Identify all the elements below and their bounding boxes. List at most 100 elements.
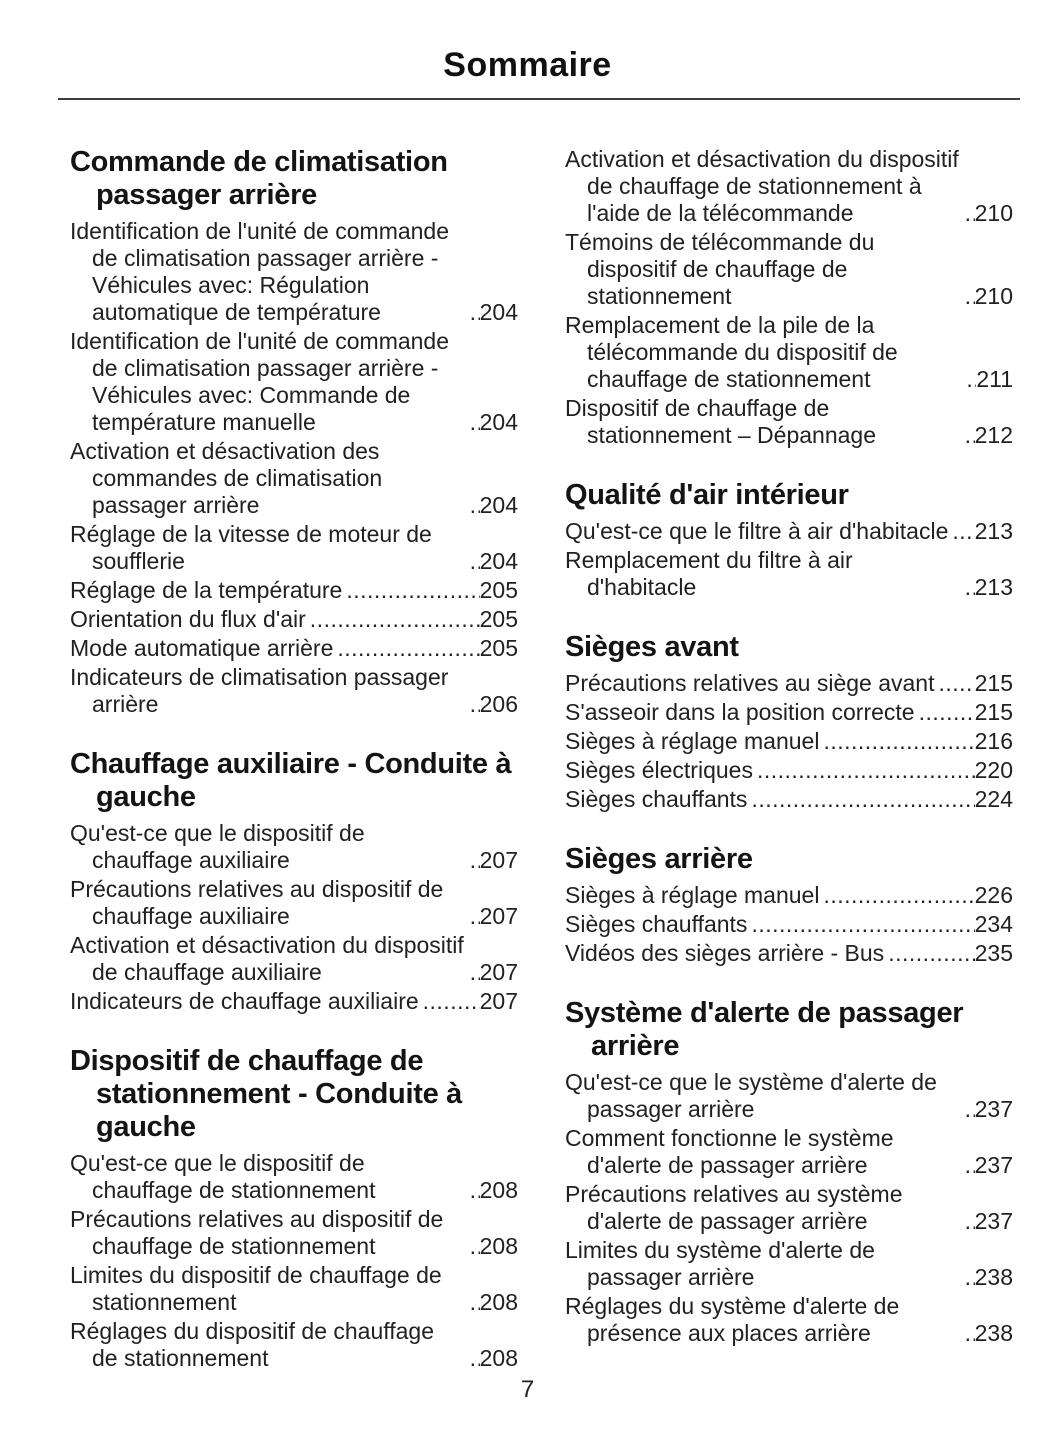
toc-entry-page-number: 226 <box>974 882 1013 908</box>
toc-entry[interactable]: Sièges chauffants.......................… <box>565 911 1013 938</box>
toc-entry-title: Qu'est-ce que le filtre à air d'habitacl… <box>565 518 949 544</box>
toc-entry[interactable]: Identification de l'unité de commande de… <box>70 328 518 436</box>
leader-dots: ........................................… <box>469 1289 480 1315</box>
leader-dots: ........................................… <box>756 757 975 783</box>
toc-entry[interactable]: Témoins de télécommande du dispositif de… <box>565 229 1013 310</box>
toc-entry-page-number: 215 <box>974 699 1013 725</box>
toc-section-heading: Qualité d'air intérieur <box>565 479 849 511</box>
toc-section-right-4: Système d'alerte de passager arrière Qu'e… <box>565 997 1013 1347</box>
toc-entry-page-number: 204 <box>479 299 518 325</box>
toc-entry[interactable]: Limites du système d'alerte de passager … <box>565 1237 1013 1291</box>
toc-entry[interactable]: Réglage de la vitesse de moteur de souff… <box>70 521 518 575</box>
toc-entry-title: Précautions relatives au dispositif de c… <box>70 876 444 929</box>
toc-section-right-1: Qualité d'air intérieur Qu'est-ce que le … <box>565 479 1013 601</box>
toc-section-right-3: Sièges arrière Sièges à réglage manuel...… <box>565 843 1013 967</box>
toc-section-heading: Dispositif de chauffage de stationnement… <box>70 1045 462 1143</box>
leader-dots: ........................................… <box>964 1264 975 1290</box>
leader-dots: ........................................… <box>469 299 480 325</box>
toc-entry-title: Précautions relatives au siège avant <box>565 670 935 696</box>
toc-entry-page-number: 235 <box>974 940 1013 966</box>
toc-entry[interactable]: Remplacement de la pile de la télécomman… <box>565 312 1013 393</box>
toc-entry-title: Activation et désactivation des commande… <box>70 438 383 518</box>
toc-entry-page-number: 237 <box>974 1152 1013 1178</box>
toc-entry[interactable]: Précautions relatives au siège avant....… <box>565 670 1013 697</box>
toc-entry[interactable]: Dispositif de chauffage de stationnement… <box>565 395 1013 449</box>
toc-entry-title: Réglage de la vitesse de moteur de souff… <box>70 521 432 574</box>
toc-entry-page-number: 205 <box>479 606 518 632</box>
toc-entry-page-number: 238 <box>974 1320 1013 1346</box>
toc-entry-title: Limites du système d'alerte de passager … <box>565 1237 875 1290</box>
toc-entry-title: Sièges chauffants <box>565 911 748 937</box>
toc-entry-title: Réglages du système d'alerte de présence… <box>565 1293 900 1346</box>
toc-entry-page-number: 208 <box>479 1345 518 1371</box>
toc-entry[interactable]: Qu'est-ce que le filtre à air d'habitacl… <box>565 518 1013 545</box>
toc-entry-page-number: 207 <box>479 959 518 985</box>
toc-entry-title: Identification de l'unité de commande de… <box>70 328 450 435</box>
toc-entry-page-number: 213 <box>974 518 1013 544</box>
toc-entry-title: Réglages du dispositif de chauffage de s… <box>70 1318 435 1371</box>
leader-dots: ........................................… <box>952 518 974 544</box>
toc-entry-page-number: 224 <box>974 786 1013 812</box>
toc-entry-page-number: 210 <box>974 283 1013 309</box>
toc-entry[interactable]: Sièges électriques......................… <box>565 757 1013 784</box>
toc-entry[interactable]: Sièges à réglage manuel.................… <box>565 882 1013 909</box>
leader-dots: ........................................… <box>964 1208 975 1234</box>
toc-entry[interactable]: Activation et désactivation du dispositi… <box>565 146 1013 227</box>
toc-entry[interactable]: Qu'est-ce que le dispositif de chauffage… <box>70 1150 518 1204</box>
toc-entry[interactable]: Activation et désactivation du dispositi… <box>70 932 518 986</box>
toc-entry-page-number: 207 <box>479 988 518 1014</box>
toc-entry[interactable]: Remplacement du filtre à air d'habitacle… <box>565 547 1013 601</box>
toc-entry[interactable]: Indicateurs de chauffage auxiliaire.....… <box>70 988 518 1015</box>
toc-entry[interactable]: Orientation du flux d'air...............… <box>70 606 518 633</box>
leader-dots: ........................................… <box>918 699 975 725</box>
toc-entry[interactable]: Qu'est-ce que le dispositif de chauffage… <box>70 820 518 874</box>
toc-entry-title: Sièges à réglage manuel <box>565 728 820 754</box>
toc-entry[interactable]: Précautions relatives au dispositif de c… <box>70 1206 518 1260</box>
toc-entry[interactable]: Réglages du dispositif de chauffage de s… <box>70 1318 518 1372</box>
toc-entry-page-number: 210 <box>974 200 1013 226</box>
leader-dots: ........................................… <box>337 635 479 661</box>
toc-entry[interactable]: Limites du dispositif de chauffage de st… <box>70 1262 518 1316</box>
leader-dots: ........................................… <box>964 1096 975 1122</box>
toc-entry[interactable]: Sièges chauffants.......................… <box>565 786 1013 813</box>
toc-entry[interactable]: Précautions relatives au système d'alert… <box>565 1181 1013 1235</box>
toc-entry-page-number: 238 <box>974 1264 1013 1290</box>
toc-entry-title: Dispositif de chauffage de stationnement… <box>565 395 876 448</box>
toc-entry[interactable]: Vidéos des sièges arrière - Bus.........… <box>565 940 1013 967</box>
toc-entry[interactable]: Sièges à réglage manuel.................… <box>565 728 1013 755</box>
toc-entry[interactable]: Précautions relatives au dispositif de c… <box>70 876 518 930</box>
toc-column-right: Activation et désactivation du dispositi… <box>565 146 1013 1374</box>
toc-section-heading: Commande de climatisation passager arriè… <box>70 146 448 211</box>
toc-entry-title: Sièges électriques <box>565 757 753 783</box>
toc-entry[interactable]: Identification de l'unité de commande de… <box>70 218 518 326</box>
toc-entry[interactable]: Réglage de la température...............… <box>70 577 518 604</box>
toc-entry-page-number: 204 <box>479 492 518 518</box>
toc-section-left-2: Dispositif de chauffage de stationnement… <box>70 1045 518 1372</box>
toc-entry[interactable]: Qu'est-ce que le système d'alerte de pas… <box>565 1069 1013 1123</box>
toc-entry[interactable]: Mode automatique arrière................… <box>70 635 518 662</box>
toc-entry-title: Vidéos des sièges arrière - Bus <box>565 940 885 966</box>
leader-dots: ........................................… <box>823 728 975 754</box>
leader-dots: ........................................… <box>964 422 975 448</box>
toc-section-heading: Chauffage auxiliaire - Conduite à gauche <box>70 748 512 813</box>
toc-entry-page-number: 207 <box>479 847 518 873</box>
title-divider <box>58 98 1020 100</box>
page-number: 7 <box>520 1376 535 1403</box>
toc-entry[interactable]: Indicateurs de climatisation passager ar… <box>70 664 518 718</box>
leader-dots: ........................................… <box>964 574 975 600</box>
toc-entry[interactable]: Comment fonctionne le système d'alerte d… <box>565 1125 1013 1179</box>
toc-entry-title: Activation et désactivation du dispositi… <box>565 146 959 226</box>
toc-entry-page-number: 205 <box>479 635 518 661</box>
leader-dots: ........................................… <box>469 1345 480 1371</box>
toc-entry[interactable]: S'asseoir dans la position correcte.....… <box>565 699 1013 726</box>
toc-column-left: Commande de climatisation passager arriè… <box>70 146 518 1374</box>
toc-entry[interactable]: Réglages du système d'alerte de présence… <box>565 1293 1013 1347</box>
toc-entry-title: Remplacement du filtre à air d'habitacle <box>565 547 853 600</box>
toc-entry[interactable]: Activation et désactivation des commande… <box>70 438 518 519</box>
toc-entry-title: Réglage de la température <box>70 577 343 603</box>
toc-entry-title: Qu'est-ce que le dispositif de chauffage… <box>70 820 365 873</box>
toc-entry-title: Indicateurs de chauffage auxiliaire <box>70 988 419 1014</box>
toc-entry-page-number: 237 <box>974 1208 1013 1234</box>
toc-entry-title: Sièges à réglage manuel <box>565 882 820 908</box>
toc-entry-page-number: 206 <box>479 691 518 717</box>
